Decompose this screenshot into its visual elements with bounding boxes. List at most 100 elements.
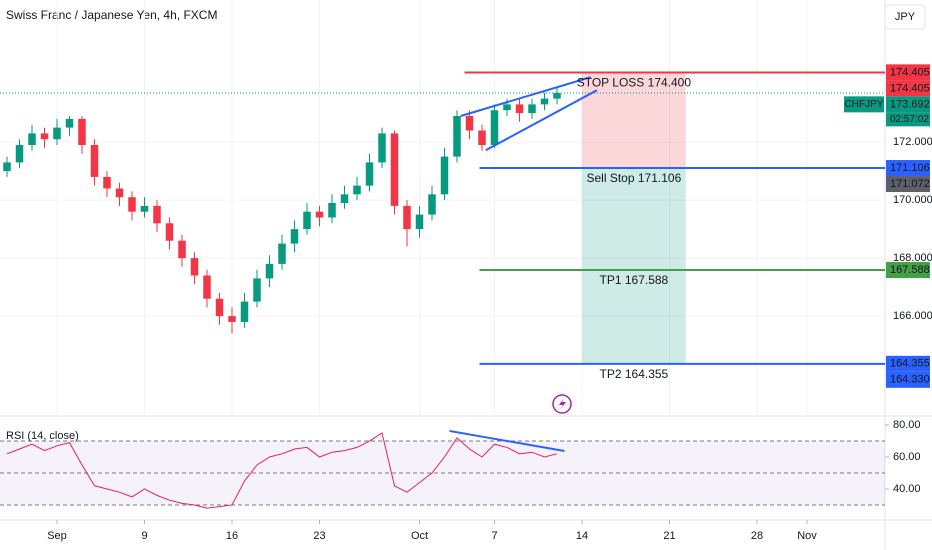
- y-tick-label: 172.000: [893, 136, 932, 148]
- candle-body: [153, 205, 161, 224]
- price-badge-label: 173.692: [890, 98, 930, 110]
- level-label: TP2 164.355: [600, 367, 669, 381]
- candle-body: [528, 104, 536, 114]
- candle-body: [140, 205, 149, 212]
- price-badge: [886, 160, 930, 177]
- candle-body: [128, 197, 136, 212]
- candle-body: [278, 243, 286, 264]
- candle-body: [340, 194, 349, 204]
- x-tick-label: 21: [663, 530, 675, 542]
- candle-body: [90, 145, 99, 177]
- candle-body: [465, 116, 474, 131]
- candle-body: [503, 104, 511, 111]
- price-badge-label: 164.330: [890, 374, 930, 386]
- rsi-title: RSI (14, close): [6, 430, 79, 442]
- price-badge: [886, 262, 930, 279]
- symbol-badge: [844, 96, 884, 113]
- x-tick-label: 14: [576, 530, 588, 542]
- level-label: STOP LOSS 174.400: [577, 76, 692, 90]
- candle-body: [440, 156, 449, 195]
- level-label: Sell Stop 171.106: [587, 171, 682, 185]
- candle-body: [328, 203, 336, 218]
- candle-body: [178, 240, 186, 259]
- zone: [582, 72, 686, 169]
- candle-body: [40, 133, 49, 140]
- candle-body: [28, 133, 36, 146]
- chart-title: Swiss Franc / Japanese Yen, 4h, FXCM: [6, 8, 217, 22]
- candle-body: [553, 93, 561, 99]
- x-tick-label: Oct: [411, 530, 428, 542]
- x-tick-label: Sep: [47, 530, 67, 542]
- candle-body: [53, 127, 61, 140]
- y-tick-label: 170.000: [893, 194, 932, 206]
- candle-body: [115, 188, 124, 198]
- x-tick-label: 9: [141, 530, 147, 542]
- candle-body: [103, 176, 111, 189]
- y-tick-label: 60.00: [893, 451, 921, 463]
- price-badge-label: 167.588: [890, 264, 930, 276]
- candle-body: [490, 110, 499, 146]
- price-badge-label: 171.106: [890, 162, 930, 174]
- candle-body: [290, 229, 299, 244]
- candle-body: [265, 263, 274, 279]
- y-tick-label: 40.00: [893, 483, 921, 495]
- candle-body: [415, 214, 424, 230]
- y-tick-label: 166.000: [893, 310, 932, 322]
- candle-body: [78, 118, 86, 146]
- currency-button[interactable]: [884, 4, 926, 30]
- event-bolt: [559, 398, 566, 410]
- trendline: [460, 76, 592, 117]
- candle-body: [203, 275, 211, 299]
- candle-body: [540, 98, 549, 105]
- candle-body: [515, 104, 524, 114]
- candle-body: [353, 185, 361, 195]
- price-badge: [886, 371, 930, 388]
- candle-body: [378, 133, 386, 163]
- symbol: CHFJPY: [845, 99, 884, 110]
- candle-body: [253, 278, 261, 302]
- price-badge: [886, 96, 930, 113]
- trendline: [485, 89, 598, 152]
- candle-body: [65, 118, 74, 128]
- price-badge: [886, 176, 930, 193]
- candle-body: [190, 258, 199, 276]
- x-tick-label: 23: [313, 530, 325, 542]
- candle-body: [215, 298, 224, 317]
- x-tick-label: Nov: [797, 530, 817, 542]
- rsi-line: [6, 432, 558, 509]
- candle-body: [303, 211, 311, 230]
- candle-body: [228, 316, 236, 322]
- y-tick-label: 80.00: [893, 419, 921, 431]
- countdown: 02:57:02: [890, 114, 929, 125]
- price-badge-label: 174.405: [890, 82, 930, 94]
- candle-body: [428, 194, 436, 215]
- candle-body: [390, 133, 399, 206]
- price-badge: [886, 80, 930, 97]
- price-badge-label: 171.072: [890, 178, 930, 190]
- candle-body: [403, 205, 411, 230]
- candle-body: [165, 223, 174, 241]
- price-badge: [886, 355, 930, 372]
- price-badge: [886, 64, 930, 81]
- x-tick-label: 7: [491, 530, 497, 542]
- price-badge-label: 164.355: [890, 358, 930, 370]
- x-tick-label: 28: [751, 530, 763, 542]
- countdown-badge: [886, 112, 930, 127]
- candle-body: [15, 145, 24, 163]
- candle-body: [315, 211, 324, 218]
- candle-body: [478, 130, 486, 146]
- candle-body: [240, 301, 249, 322]
- candle-body: [453, 116, 461, 157]
- y-tick-label: 168.000: [893, 252, 932, 264]
- price-badge-label: 174.405: [890, 66, 930, 78]
- level-label: TP1 167.588: [600, 273, 669, 287]
- zone: [582, 168, 686, 364]
- trendline: [449, 429, 565, 452]
- currency: JPY: [895, 11, 916, 23]
- x-tick-label: 16: [226, 530, 238, 542]
- candle-body: [365, 162, 374, 186]
- candle-body: [3, 162, 11, 172]
